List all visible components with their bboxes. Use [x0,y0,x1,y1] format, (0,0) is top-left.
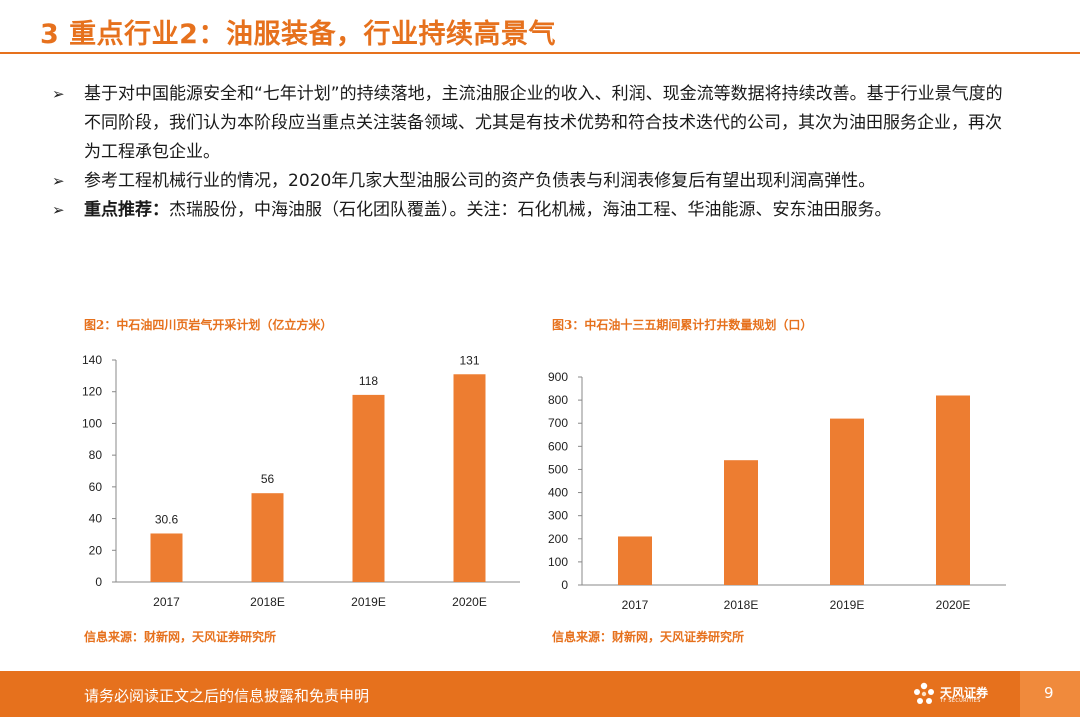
x-tick-label: 2017 [622,598,649,612]
x-tick-label: 2018E [250,595,285,609]
bar [251,493,284,582]
arrow-bullet-icon: ➢ [52,201,65,219]
y-tick-label: 400 [548,486,568,500]
y-tick-label: 60 [89,480,103,494]
bar [618,536,652,585]
y-tick-label: 700 [548,416,568,430]
logo-text: 天风证券 [940,686,989,700]
figure-2-chart: 0 20 40 60 80 100 120 140 2017 30.6 2018E 56 2019E 11… [82,353,520,609]
footer-bar: 请务必阅读正文之后的信息披露和免责申明 天风证券 TF SECURITIES [0,671,1080,717]
y-tick-label: 120 [82,385,102,399]
bullet-bold-label: 重点推荐： [84,200,169,220]
x-tick-label: 2020E [452,595,487,609]
bar [352,394,385,582]
bullet-item: ➢ 参考工程机械行业的情况，2020年几家大型油服公司的资产负债表与利润表修复后… [52,167,1012,196]
page-number: 9 [1044,684,1054,702]
y-tick-label: 100 [82,416,102,430]
footer-disclaimer: 请务必阅读正文之后的信息披露和免责申明 [84,687,370,705]
page-title: 3 重点行业2：油服装备，行业持续高景气 [40,19,556,50]
y-tick-label: 100 [548,555,568,569]
figure-3-source: 信息来源：财新网，天风证券研究所 [552,630,745,644]
bullet-list: ➢ 基于对中国能源安全和“七年计划”的持续落地，主流油服企业的收入、利润、现金流… [52,80,1012,225]
flower-logo-icon [914,682,934,704]
y-tick-label: 0 [561,578,568,592]
y-tick-label: 40 [89,512,103,526]
bullet-item: ➢ 基于对中国能源安全和“七年计划”的持续落地，主流油服企业的收入、利润、现金流… [52,80,1012,167]
y-tick-label: 20 [89,543,103,557]
y-tick-label: 80 [89,448,103,462]
y-tick-label: 140 [82,353,102,367]
bullet-text: 杰瑞股份，中海油服（石化团队覆盖）。关注：石化机械，海油工程、华油能源、安东油田… [169,200,892,220]
bar [830,418,864,585]
figure-2-source: 信息来源：财新网，天风证券研究所 [84,630,277,644]
bullet-item: ➢ 重点推荐：杰瑞股份，中海油服（石化团队覆盖）。关注：石化机械，海油工程、华油… [52,196,1012,225]
bullet-text: 参考工程机械行业的情况，2020年几家大型油服公司的资产负债表与利润表修复后有望… [84,171,876,191]
page-number-box [1020,671,1080,717]
y-tick-label: 900 [548,370,568,384]
x-tick-label: 2019E [351,595,386,609]
y-tick-label: 200 [548,532,568,546]
bar [724,460,758,585]
y-tick-label: 800 [548,393,568,407]
figure-2-title: 图2：中石油四川页岩气开采计划（亿立方米） [84,318,333,332]
arrow-bullet-icon: ➢ [52,85,65,103]
x-tick-label: 2018E [724,598,759,612]
data-label: 56 [261,472,275,486]
x-tick-label: 2019E [830,598,865,612]
figure-3-title: 图3：中石油十三五期间累计打井数量规划（口） [552,318,813,332]
logo-subtext: TF SECURITIES [940,698,981,704]
bar [453,374,486,582]
y-tick-label: 0 [95,575,102,589]
y-tick-label: 500 [548,462,568,476]
x-tick-label: 2020E [936,598,971,612]
arrow-bullet-icon: ➢ [52,172,65,190]
brand-logo: 天风证券 TF SECURITIES [912,681,1002,707]
y-tick-label: 300 [548,509,568,523]
data-label: 131 [459,353,479,367]
title-divider [0,52,1080,54]
bar [936,395,970,585]
bar [150,533,183,582]
bullet-text: 基于对中国能源安全和“七年计划”的持续落地，主流油服企业的收入、利润、现金流等数… [84,84,1003,162]
figure-3-chart: 0 100 200 300 400 500 600 700 800 900 2017 2018E 201… [548,370,1006,612]
y-tick-label: 600 [548,439,568,453]
data-label: 30.6 [155,512,179,526]
data-label: 118 [359,374,378,388]
x-tick-label: 2017 [153,595,180,609]
